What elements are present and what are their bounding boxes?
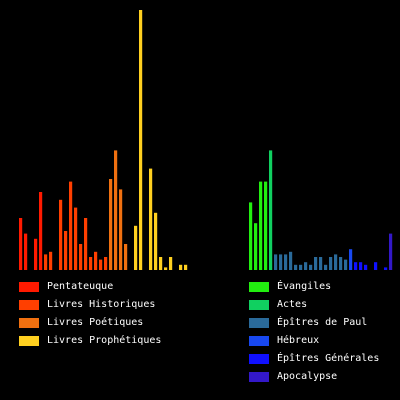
legend-label: Évangiles	[277, 281, 332, 292]
bar-livres-historiques-13	[104, 257, 108, 270]
bar-livres-proph-tiques-3	[139, 10, 143, 270]
legend-swatch	[249, 300, 269, 310]
bar-livres-historiques-1	[44, 254, 48, 270]
legend-swatch	[249, 336, 269, 346]
legend-label: Livres Poétiques	[47, 317, 144, 328]
bar-livres-proph-tiques-12	[184, 264, 188, 270]
bar-livres-proph-tiques-8	[164, 267, 168, 270]
bar-livres-proph-tiques-7	[159, 257, 163, 270]
legend-label: Hébreux	[277, 335, 320, 346]
bar--vangiles-2	[254, 223, 258, 270]
bar-livres-historiques-2	[49, 251, 53, 270]
bar--p-tres-de-paul-5	[294, 264, 298, 270]
bar-livres-historiques-11	[94, 251, 98, 270]
bar-livres-historiques-5	[64, 231, 68, 270]
bar--p-tres-de-paul-1	[274, 254, 278, 270]
bar-pentateuque-2	[24, 233, 28, 270]
bar-livres-po-tiques-2	[114, 150, 118, 270]
legend-swatch	[249, 318, 269, 328]
bar--p-tres-g-n-rales-2	[359, 262, 363, 270]
bar-livres-po-tiques-3	[119, 189, 123, 270]
bar-h-breux-1	[349, 249, 353, 270]
legend-label: Épîtres de Paul	[277, 317, 368, 328]
legend-label: Pentateuque	[47, 281, 114, 292]
legend-label: Livres Historiques	[47, 299, 156, 310]
bar-livres-historiques-4	[59, 199, 63, 270]
bar-livres-proph-tiques-11	[179, 264, 183, 270]
bar--vangiles-1	[249, 202, 253, 270]
bar--p-tres-g-n-rales-7	[384, 267, 388, 270]
bar--p-tres-de-paul-15	[344, 259, 348, 270]
bar--p-tres-de-paul-9	[314, 257, 318, 270]
bar--p-tres-g-n-rales-3	[364, 264, 368, 270]
bar-livres-historiques-12	[99, 259, 103, 270]
legend-label: Épîtres Générales	[277, 353, 380, 364]
legend-swatch	[19, 282, 39, 292]
bar--p-tres-de-paul-7	[304, 262, 308, 270]
bar-livres-historiques-10	[89, 257, 93, 270]
bar--p-tres-de-paul-10	[319, 257, 323, 270]
bar-pentateuque-1	[19, 218, 23, 270]
bar-livres-proph-tiques-2	[134, 225, 138, 270]
bar--p-tres-de-paul-12	[329, 257, 333, 270]
bar--p-tres-de-paul-2	[279, 254, 283, 270]
bar-livres-historiques-8	[79, 244, 83, 270]
legend-swatch	[19, 318, 39, 328]
bar--p-tres-de-paul-6	[299, 264, 303, 270]
legend-label: Actes	[277, 299, 308, 310]
legend-swatch	[249, 282, 269, 292]
legend-swatch	[19, 300, 39, 310]
bar--p-tres-de-paul-4	[289, 251, 293, 270]
bar-actes-1	[269, 150, 273, 270]
bar-livres-po-tiques-4	[124, 244, 128, 270]
bar--p-tres-de-paul-8	[309, 264, 313, 270]
legend-swatch	[19, 336, 39, 346]
bar-pentateuque-5	[39, 192, 43, 270]
bar-apocalypse-1	[389, 233, 393, 270]
legend-swatch	[249, 372, 269, 382]
bar--p-tres-de-paul-14	[339, 257, 343, 270]
legend-label: Apocalypse	[277, 371, 338, 382]
legend-swatch	[249, 354, 269, 364]
bar-livres-proph-tiques-9	[169, 257, 173, 270]
legend-label: Livres Prophétiques	[47, 335, 162, 346]
bar--p-tres-de-paul-13	[334, 254, 338, 270]
bar--p-tres-de-paul-3	[284, 254, 288, 270]
bar-livres-historiques-7	[74, 207, 78, 270]
bar-livres-historiques-9	[84, 218, 88, 270]
bar-livres-proph-tiques-5	[149, 168, 153, 270]
bar--vangiles-3	[259, 181, 263, 270]
bar--vangiles-4	[264, 181, 268, 270]
bar-pentateuque-4	[34, 238, 38, 270]
bar-livres-proph-tiques-6	[154, 212, 158, 270]
bar-livres-historiques-6	[69, 181, 73, 270]
bar-livres-po-tiques-1	[109, 179, 113, 270]
bar--p-tres-g-n-rales-5	[374, 262, 378, 270]
bar--p-tres-g-n-rales-1	[354, 262, 358, 270]
bar--p-tres-de-paul-11	[324, 264, 328, 270]
